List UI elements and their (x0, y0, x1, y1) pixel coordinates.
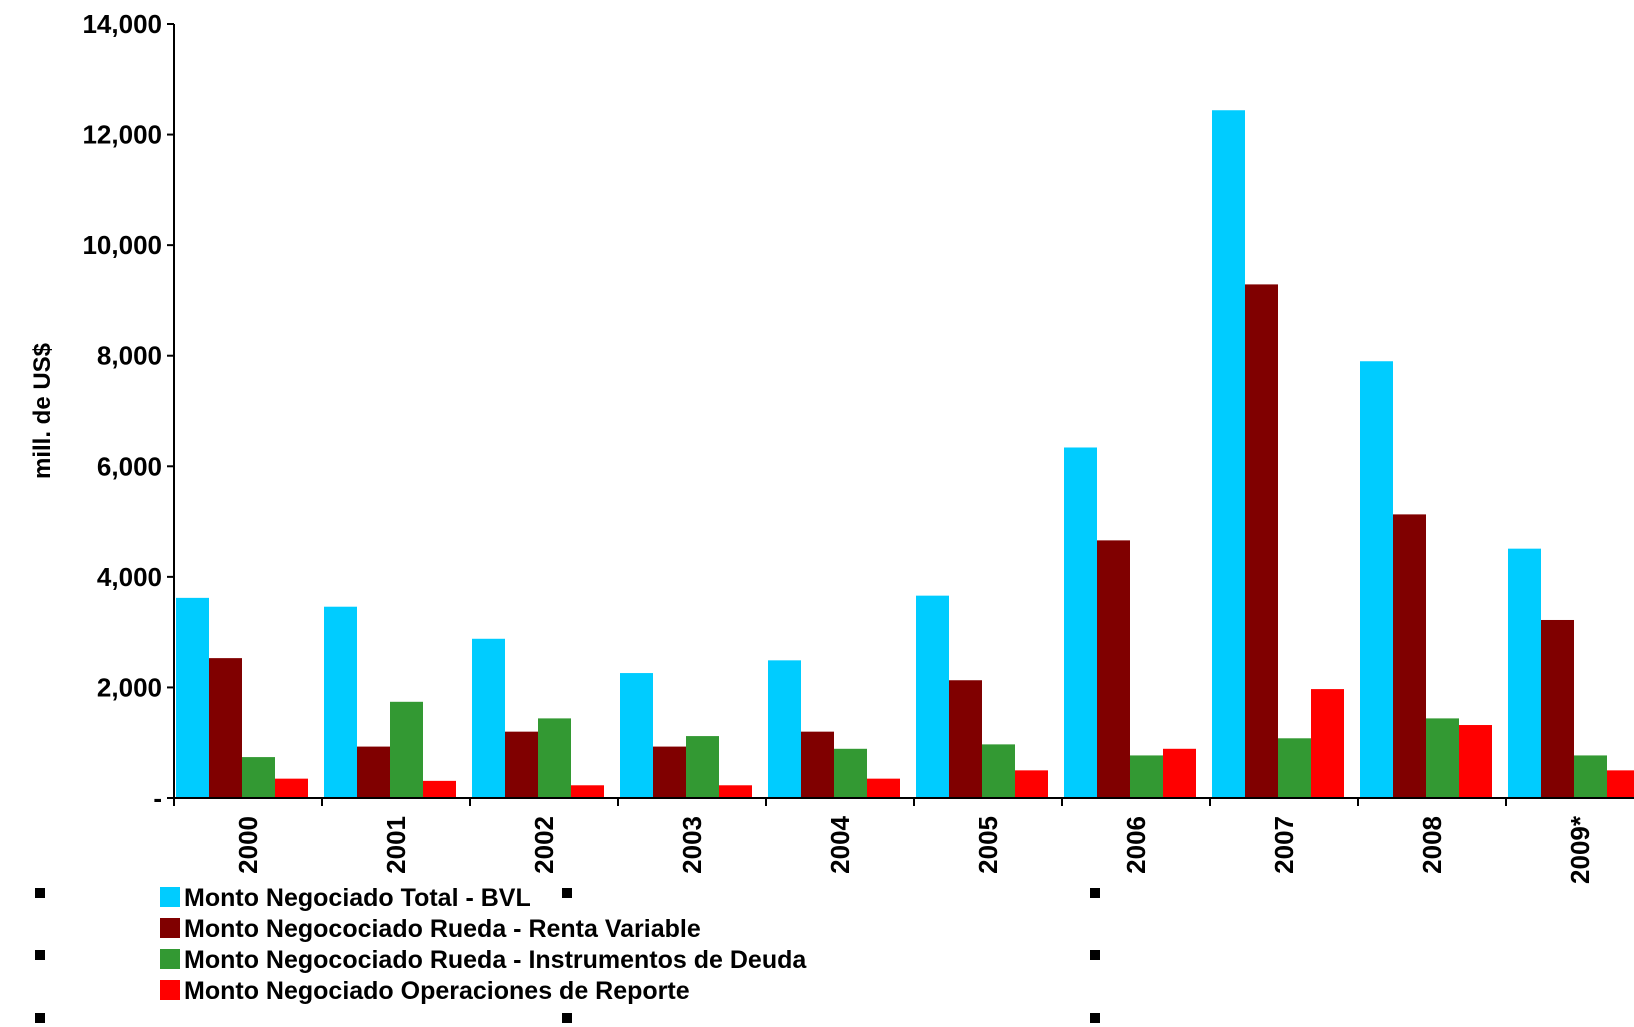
legend-item: Monto Negocociado Rueda - Renta Variable (160, 915, 701, 943)
bar (719, 785, 752, 798)
y-tick-label: 6,000 (97, 451, 162, 481)
legend-item: Monto Negociado Total - BVL (160, 884, 531, 912)
x-tick-label: 2004 (825, 815, 855, 873)
marker-square (562, 888, 572, 898)
marker-square (1090, 888, 1100, 898)
bar (423, 780, 456, 798)
bar (1393, 514, 1426, 798)
bar (176, 597, 209, 798)
y-tick-label: 12,000 (82, 120, 162, 150)
marker-square (1090, 950, 1100, 960)
bar (357, 746, 390, 798)
legend-label: Monto Negociado Operaciones de Reporte (184, 977, 690, 1005)
bar (324, 606, 357, 798)
bar (982, 744, 1015, 798)
bar (571, 785, 604, 798)
bar (1508, 548, 1541, 798)
x-tick-label: 2006 (1121, 816, 1151, 874)
x-tick-label: 2003 (677, 816, 707, 874)
x-ticks-group: 2000 2001 2002 2003 2004 2005 2006 2007 2008 2009… (173, 798, 1595, 884)
marker-square (35, 950, 45, 960)
bar (1360, 361, 1393, 798)
bar (1607, 770, 1634, 798)
bar (1574, 755, 1607, 798)
x-tick-label: 2009* (1565, 815, 1595, 884)
bar (1015, 770, 1048, 798)
bar (916, 595, 949, 798)
x-tick-label: 2002 (529, 816, 559, 874)
bar (1245, 284, 1278, 798)
bar (620, 673, 653, 798)
bar (390, 701, 423, 798)
y-tick-label: 10,000 (82, 230, 162, 260)
bar (768, 660, 801, 798)
bar (1130, 755, 1163, 798)
legend-label: Monto Negociado Total - BVL (184, 884, 531, 912)
x-tick-label: 2001 (381, 816, 411, 874)
bar (242, 757, 275, 798)
bar (1278, 738, 1311, 798)
bar (686, 736, 719, 798)
y-tick-label: 14,000 (82, 9, 162, 39)
y-tick-label: 8,000 (97, 341, 162, 371)
bar (834, 748, 867, 798)
legend-label: Monto Negocociado Rueda - Renta Variable (184, 915, 701, 943)
marker-square (1090, 1013, 1100, 1023)
legend-swatch (160, 949, 180, 969)
axes-group (173, 24, 1634, 799)
bar (1311, 689, 1344, 798)
y-tick-label: 2,000 (97, 672, 162, 702)
bar (653, 746, 686, 798)
bar (1541, 619, 1574, 798)
y-ticks-group: - 2,000 4,000 6,000 8,000 10,000 12,000 14,000 (82, 9, 174, 813)
bar (505, 731, 538, 798)
legend-swatch (160, 918, 180, 938)
bar (472, 638, 505, 798)
bar (538, 718, 571, 798)
x-tick-label: 2005 (973, 816, 1003, 874)
x-tick-label: 2007 (1269, 816, 1299, 874)
bar (801, 731, 834, 798)
y-tick-label: - (153, 783, 162, 813)
y-tick-label: 4,000 (97, 562, 162, 592)
x-tick-label: 2000 (233, 816, 263, 874)
legend: Monto Negociado Total - BVL Monto Negococ… (160, 884, 807, 1005)
bar (1426, 718, 1459, 798)
bar (1459, 725, 1492, 798)
bar (209, 658, 242, 798)
x-tick-label: 2008 (1417, 816, 1447, 874)
legend-label: Monto Negocociado Rueda - Instrumentos d… (184, 946, 807, 974)
bar (867, 778, 900, 798)
legend-swatch (160, 980, 180, 1000)
bar (949, 680, 982, 798)
bar (1163, 748, 1196, 798)
legend-swatch (160, 887, 180, 907)
bar (1212, 110, 1245, 798)
legend-item: Monto Negociado Operaciones de Reporte (160, 977, 690, 1005)
marker-square (35, 888, 45, 898)
bar (275, 778, 308, 798)
bars-group (176, 110, 1634, 798)
bar (1097, 540, 1130, 798)
y-axis-title: mill. de US$ (29, 342, 56, 479)
marker-square (35, 1013, 45, 1023)
bar (1064, 447, 1097, 798)
decorative-markers (35, 888, 1100, 1023)
marker-square (562, 1013, 572, 1023)
legend-item: Monto Negocociado Rueda - Instrumentos d… (160, 946, 807, 974)
